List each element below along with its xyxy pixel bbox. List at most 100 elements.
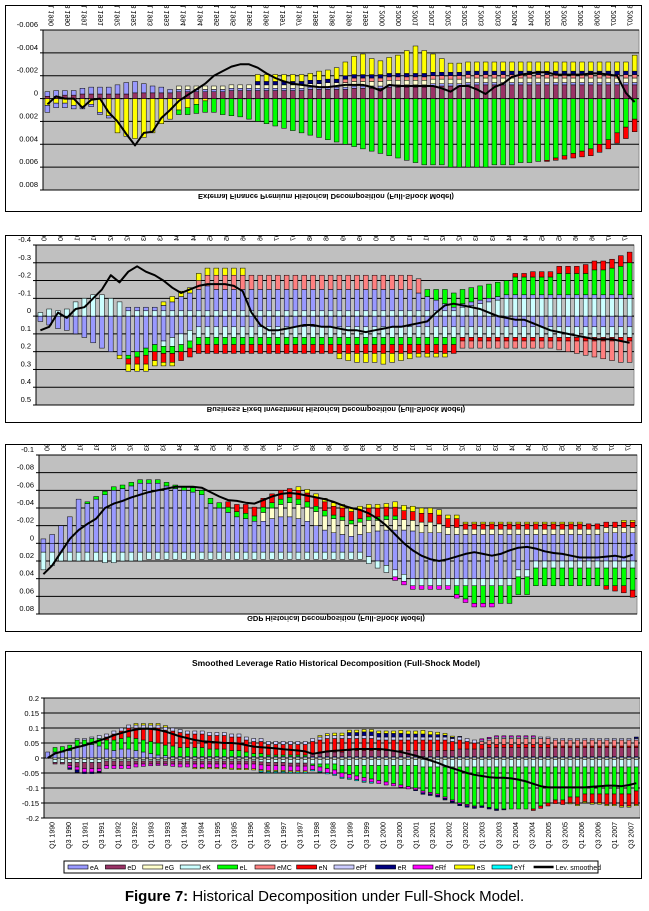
bar-segment-eMC: [412, 76, 419, 81]
bar-segment-eK: [457, 759, 463, 768]
bar-segment-eN: [560, 799, 566, 805]
bar-segment-eL: [269, 502, 275, 509]
bar-segment-eL: [325, 98, 331, 140]
bar-segment-eD: [516, 747, 521, 757]
bar-segment-eD: [486, 747, 492, 757]
bar-segment-eN: [392, 506, 398, 517]
bar-segment-eN: [604, 793, 610, 805]
legend-swatch: [254, 864, 276, 870]
x-category-label: Q1 2006: [579, 822, 586, 849]
bar-segment-eA: [275, 315, 281, 328]
x-category-label: Q3 2004: [526, 445, 533, 451]
x-category-label: Q1 1997: [277, 445, 284, 451]
x-category-label: Q1 2005: [545, 6, 552, 26]
bar-segment-eL: [93, 496, 99, 500]
bar-segment-eA: [322, 543, 328, 553]
bar-segment-eMC: [575, 739, 580, 747]
bar-segment-eK: [501, 759, 507, 768]
bar-segment-eL: [518, 98, 524, 163]
bar-segment-eL: [228, 98, 235, 116]
bar-segment-eK: [410, 578, 416, 586]
legend-item-eRf: eRf: [412, 864, 446, 872]
bar-segment-eS: [366, 504, 372, 509]
bar-segment-eL: [421, 98, 427, 166]
bar-segment-eK: [582, 326, 589, 338]
bar-segment-eL: [509, 98, 515, 166]
bar-segment-eL: [603, 567, 609, 586]
bar-segment-eS: [535, 61, 541, 72]
bar-segment-eA: [304, 543, 310, 553]
x-category-label: Q1 2006: [573, 236, 580, 241]
bar-segment-eG: [570, 77, 576, 83]
bar-segment-eRf: [418, 585, 425, 590]
bar-segment-eS: [213, 267, 219, 276]
bar-segment-eMC: [565, 340, 571, 352]
bar-segment-eN: [398, 739, 404, 751]
bar-segment-eMC: [512, 340, 518, 349]
bar-segment-eL: [594, 567, 601, 586]
bar-segment-ePf: [420, 736, 426, 741]
bar-segment-eK: [398, 326, 404, 338]
bar-segment-eA: [480, 543, 486, 579]
x-category-label: Q3 1996: [257, 236, 264, 241]
bar-segment-eS: [634, 804, 639, 806]
bar-segment-ePf: [207, 732, 212, 736]
bar-segment-eL: [501, 766, 507, 810]
bar-segment-eA: [137, 543, 143, 553]
bar-segment-eG: [269, 507, 275, 519]
bar-segment-eK: [169, 310, 175, 317]
bar-segment-eL: [544, 98, 550, 161]
bar-segment-eL: [579, 98, 585, 152]
x-category-label: Q1 1996: [247, 6, 254, 26]
bar-segment-eK: [600, 298, 606, 317]
bar-segment-eK: [134, 310, 140, 317]
bar-segment-eA: [67, 543, 73, 553]
bar-segment-eS: [325, 733, 330, 736]
bar-segment-eMC: [591, 340, 598, 358]
bar-segment-eA: [266, 289, 272, 312]
bar-segment-eK: [231, 326, 237, 338]
bar-segment-eL: [307, 98, 313, 136]
bar-segment-eMC: [582, 340, 589, 356]
bar-segment-eMC: [386, 76, 392, 81]
chart-business-fixed-investment: -0.4-0.3-0.2-0.100.10.20.30.40.5Q1 1990Q…: [18, 236, 635, 414]
bar-segment-eRf: [410, 585, 416, 590]
bar-segment-eL: [404, 98, 410, 161]
bar-segment-eS: [570, 61, 576, 72]
bar-segment-eK: [160, 310, 167, 317]
bar-segment-eL: [244, 751, 249, 757]
bar-segment-eK: [609, 298, 615, 317]
bar-segment-eN: [310, 741, 315, 754]
bar-segment-eA: [439, 83, 445, 87]
bar-segment-eL: [185, 747, 190, 757]
bar-segment-eYf: [273, 771, 279, 773]
bar-segment-eS: [374, 504, 381, 509]
bar-segment-eR: [420, 792, 426, 795]
bar-segment-eK: [93, 551, 99, 562]
bar-segment-eL: [629, 567, 636, 591]
bar-segment-eL: [111, 739, 117, 751]
bar-segment-ePf: [538, 736, 543, 739]
bar-segment-eS: [428, 731, 433, 735]
bar-segment-eK: [330, 551, 337, 560]
bar-segment-eL: [474, 98, 480, 168]
legend-item-eYf: eYf: [491, 864, 525, 872]
bar-segment-eK: [530, 326, 536, 338]
bar-segment-eL: [626, 262, 633, 296]
bar-segment-eL: [585, 567, 592, 586]
bar-segment-eA: [93, 543, 99, 553]
bar-segment-eR: [623, 70, 629, 75]
bar-segment-eG: [421, 80, 427, 86]
bar-segment-eA: [152, 315, 158, 345]
bar-segment-eRf: [288, 765, 293, 772]
bar-segment-eN: [187, 347, 193, 358]
y-tick-label: -0.08: [17, 463, 34, 472]
bar-segment-eN: [494, 744, 499, 748]
bar-segment-eA: [518, 82, 524, 86]
bar-segment-eRf: [199, 763, 205, 768]
bar-segment-eS: [347, 729, 352, 733]
bar-segment-eL: [214, 748, 220, 757]
x-category-label: Q3 2007: [629, 822, 636, 849]
bar-segment-eL: [333, 98, 340, 143]
bar-segment-eMC: [556, 340, 562, 351]
